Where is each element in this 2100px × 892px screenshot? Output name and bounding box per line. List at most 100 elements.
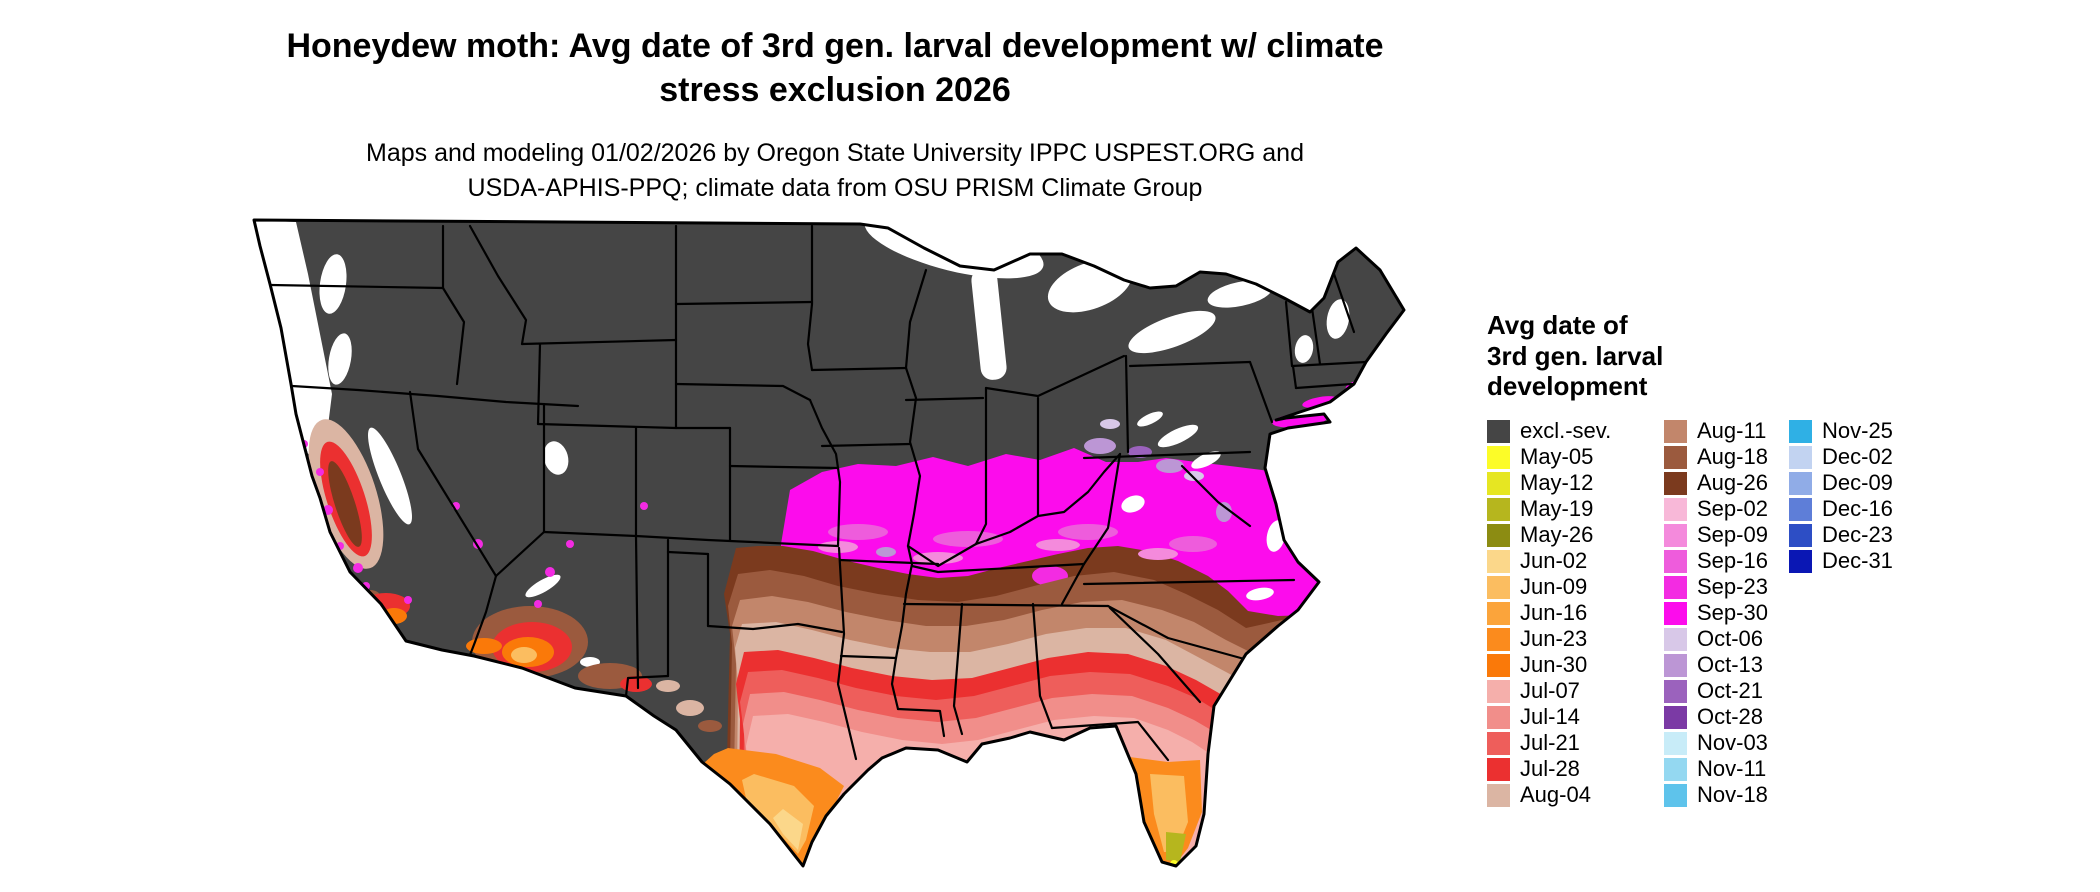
legend-entry: Aug-26	[1664, 470, 1789, 496]
lake-erie	[1128, 310, 1216, 354]
legend-entry: Oct-13	[1664, 652, 1789, 678]
legend-label: Dec-16	[1822, 496, 1893, 522]
legend-label: Sep-30	[1697, 600, 1768, 626]
legend-swatch	[1487, 445, 1510, 469]
legend-swatch	[1664, 445, 1687, 469]
map-region-central-valley-core	[328, 461, 362, 547]
legend-swatch	[1487, 601, 1510, 625]
legend-label: Aug-26	[1697, 470, 1768, 496]
legend-entry: Jul-21	[1487, 730, 1664, 756]
legend-label: Jun-02	[1520, 548, 1588, 574]
legend-entry: Jul-28	[1487, 756, 1664, 782]
legend-swatch	[1487, 731, 1510, 755]
legend-entry: May-26	[1487, 522, 1664, 548]
map-title-line-2: stress exclusion 2026	[659, 71, 1011, 110]
legend-label: Sep-02	[1697, 496, 1768, 522]
legend-swatch	[1664, 601, 1687, 625]
legend-label: Nov-03	[1697, 730, 1768, 756]
legend-swatch	[1789, 445, 1812, 469]
map-subtitle-line-1: Maps and modeling 01/02/2026 by Oregon S…	[366, 139, 1304, 168]
legend-swatch	[1789, 497, 1812, 521]
sierra-white	[368, 427, 412, 525]
legend-swatch	[1664, 497, 1687, 521]
legend-entry: May-05	[1487, 444, 1664, 470]
legend-label: Sep-09	[1697, 522, 1768, 548]
legend-swatch	[1487, 471, 1510, 495]
legend-entry: Jul-07	[1487, 678, 1664, 704]
state-borders	[269, 224, 1368, 762]
legend-title-line-1: Avg date of	[1487, 310, 1628, 340]
map-subtitle: Maps and modeling 01/02/2026 by Oregon S…	[240, 136, 1430, 206]
legend-entry: Jun-09	[1487, 574, 1664, 600]
us-outline	[252, 218, 1406, 868]
map-title: Honeydew moth: Avg date of 3rd gen. larv…	[240, 24, 1430, 112]
legend-label: Jun-16	[1520, 600, 1588, 626]
legend-entry: Aug-18	[1664, 444, 1789, 470]
legend-swatch	[1664, 679, 1687, 703]
legend-entry: Dec-09	[1789, 470, 1893, 496]
legend-entry: Jun-02	[1487, 548, 1664, 574]
map-region-arizona	[466, 606, 588, 678]
legend-swatch	[1664, 471, 1687, 495]
legend-swatch	[1664, 757, 1687, 781]
legend-label: May-26	[1520, 522, 1594, 548]
legend-label: Sep-23	[1697, 574, 1768, 600]
legend-label: Dec-31	[1822, 548, 1893, 574]
legend-swatch	[1789, 471, 1812, 495]
legend-column: Nov-25 Dec-02 Dec-09 Dec-16 Dec-23 Dec-31	[1789, 418, 1893, 574]
map-region-pnw-white	[254, 220, 332, 454]
legend-column: excl.-sev. May-05 May-12 May-19 May-26 Jun-02…	[1487, 418, 1664, 808]
map-band-sep16-stripes	[828, 524, 1217, 552]
legend-label: Jul-14	[1520, 704, 1580, 730]
legend-entry: Jun-23	[1487, 626, 1664, 652]
legend-label: Oct-13	[1697, 652, 1764, 678]
legend-swatch	[1487, 549, 1510, 573]
legend-swatch	[1789, 523, 1812, 547]
legend-entry: Sep-23	[1664, 574, 1789, 600]
legend-label: May-19	[1520, 496, 1594, 522]
legend-entry: Dec-02	[1789, 444, 1893, 470]
map-region-florida-tip-olive	[1166, 832, 1186, 862]
legend-entry: Oct-06	[1664, 626, 1789, 652]
legend-entry: Sep-30	[1664, 600, 1789, 626]
legend-swatch	[1664, 731, 1687, 755]
us-map-container	[238, 214, 1428, 884]
legend-label: Nov-11	[1697, 756, 1767, 782]
legend-label: Aug-18	[1697, 444, 1768, 470]
legend-swatch	[1664, 549, 1687, 573]
legend-swatch	[1487, 575, 1510, 599]
map-title-line-1: Honeydew moth: Avg date of 3rd gen. larv…	[286, 27, 1384, 65]
legend-title: Avg date of 3rd gen. larval development	[1487, 310, 1893, 402]
lake-ontario	[1207, 280, 1273, 308]
legend-swatch	[1487, 705, 1510, 729]
legend-entry: Dec-16	[1789, 496, 1893, 522]
legend-label: excl.-sev.	[1520, 418, 1612, 444]
great-salt-lake	[543, 441, 569, 475]
map-flecks-october	[876, 419, 1232, 557]
legend-label: Dec-02	[1822, 444, 1893, 470]
legend-entry: Jul-14	[1487, 704, 1664, 730]
map-white-mountain-patches	[319, 254, 600, 667]
legend-entry: Dec-23	[1789, 522, 1893, 548]
legend-swatch	[1487, 523, 1510, 547]
map-subtitle-line-2: USDA-APHIS-PPQ; climate data from OSU PR…	[467, 174, 1203, 203]
legend-swatch	[1664, 783, 1687, 807]
legend-entry: Nov-25	[1789, 418, 1893, 444]
legend-columns: excl.-sev. May-05 May-12 May-19 May-26 Jun-02…	[1487, 418, 1893, 808]
legend-swatch	[1487, 627, 1510, 651]
legend-label: Jun-09	[1520, 574, 1588, 600]
map-region-florida-keys	[1124, 872, 1176, 880]
legend-entry: Sep-09	[1664, 522, 1789, 548]
legend-label: Dec-09	[1822, 470, 1893, 496]
legend-swatch	[1789, 419, 1812, 443]
legend-label: Nov-18	[1697, 782, 1768, 808]
legend-entry: Sep-16	[1664, 548, 1789, 574]
legend-swatch	[1487, 497, 1510, 521]
legend-swatch	[1664, 575, 1687, 599]
legend-label: Aug-11	[1697, 418, 1767, 444]
legend-label: Jul-07	[1520, 678, 1580, 704]
legend-swatch	[1789, 549, 1812, 573]
legend-entry: Nov-18	[1664, 782, 1789, 808]
legend-swatch	[1664, 653, 1687, 677]
